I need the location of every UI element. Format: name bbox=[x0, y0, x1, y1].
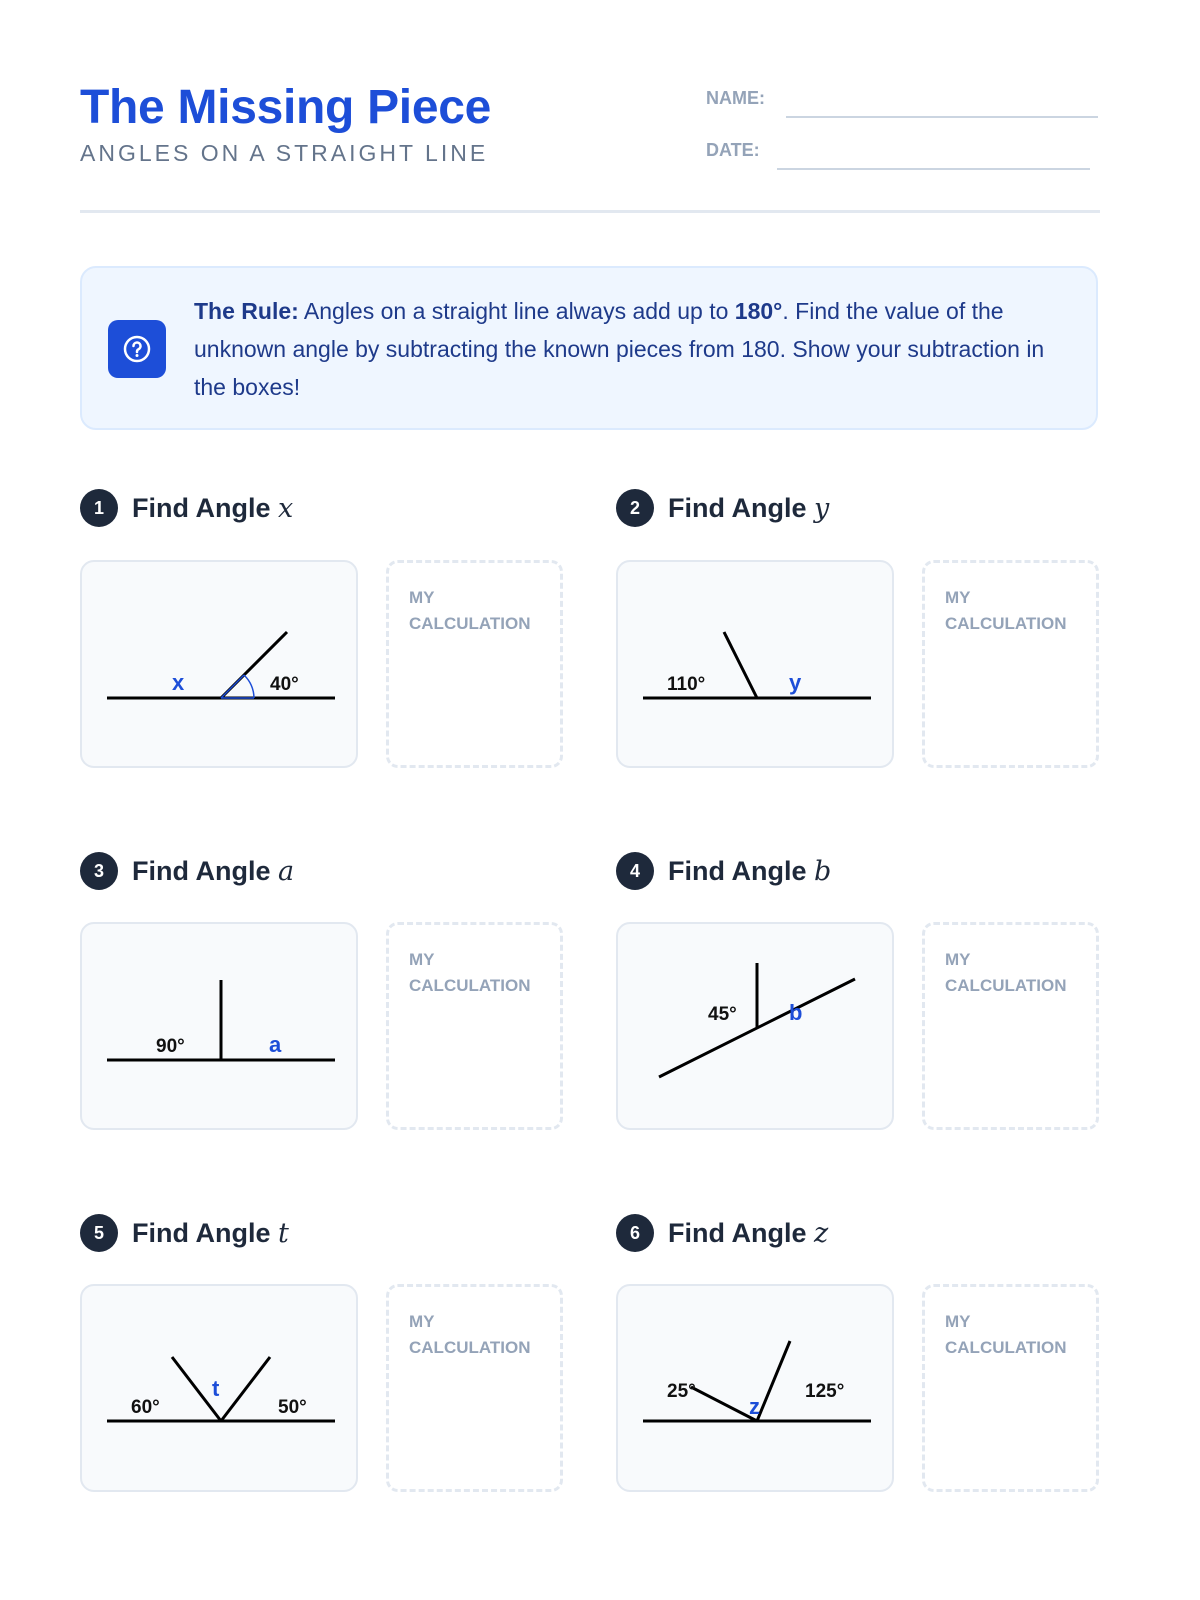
problem-number: 6 bbox=[616, 1214, 654, 1252]
problem-1-heading: 1 Find Angle x bbox=[80, 489, 293, 527]
problem-number: 1 bbox=[80, 489, 118, 527]
problem-4-diagram: 45° b bbox=[616, 922, 894, 1130]
page-title: The Missing Piece bbox=[80, 81, 492, 134]
known-angle-label: 60° bbox=[131, 1397, 160, 1418]
question-circle-icon bbox=[108, 320, 166, 378]
name-field[interactable] bbox=[786, 116, 1098, 118]
known-angle-label: 125° bbox=[805, 1381, 844, 1402]
problem-1-calculation-box[interactable]: MY CALCULATION bbox=[386, 560, 563, 768]
problem-2-diagram: 110° y bbox=[616, 560, 894, 768]
problem-number: 5 bbox=[80, 1214, 118, 1252]
problem-4-heading: 4 Find Angle b bbox=[616, 852, 831, 890]
rule-text: The Rule: Angles on a straight line alwa… bbox=[194, 298, 1045, 400]
problem-3-calculation-box[interactable]: MY CALCULATION bbox=[386, 922, 563, 1130]
problem-6-heading: 6 Find Angle z bbox=[616, 1214, 828, 1252]
unknown-label: y bbox=[789, 670, 802, 695]
problem-2-calculation-box[interactable]: MY CALCULATION bbox=[922, 560, 1099, 768]
name-label: NAME: bbox=[706, 88, 765, 108]
problem-2-heading: 2 Find Angle y bbox=[616, 489, 829, 527]
problem-4-calculation-box[interactable]: MY CALCULATION bbox=[922, 922, 1099, 1130]
problem-5-heading: 5 Find Angle t bbox=[80, 1214, 289, 1252]
problem-1-diagram: x 40° bbox=[80, 560, 358, 768]
rule-callout: The Rule: Angles on a straight line alwa… bbox=[80, 266, 1098, 430]
known-angle-label: 90° bbox=[156, 1036, 185, 1057]
problem-number: 2 bbox=[616, 489, 654, 527]
known-angle-label: 110° bbox=[667, 674, 705, 695]
known-angle-label: 45° bbox=[708, 1004, 737, 1025]
page-subtitle: ANGLES ON A STRAIGHT LINE bbox=[80, 140, 489, 166]
problem-number: 3 bbox=[80, 852, 118, 890]
problem-number: 4 bbox=[616, 852, 654, 890]
problem-6-diagram: 25° z 125° bbox=[616, 1284, 894, 1492]
unknown-label: t bbox=[212, 1376, 220, 1401]
problem-3-diagram: 90° a bbox=[80, 922, 358, 1130]
unknown-label: b bbox=[789, 1000, 802, 1025]
date-field[interactable] bbox=[777, 168, 1090, 170]
header-divider bbox=[80, 210, 1100, 213]
date-label: DATE: bbox=[706, 140, 760, 160]
unknown-label: a bbox=[269, 1032, 282, 1057]
problem-5-calculation-box[interactable]: MY CALCULATION bbox=[386, 1284, 563, 1492]
unknown-label: x bbox=[172, 670, 185, 695]
known-angle-label: 50° bbox=[278, 1397, 307, 1418]
problem-5-diagram: 60° t 50° bbox=[80, 1284, 358, 1492]
unknown-label: z bbox=[749, 1394, 760, 1419]
known-angle-label: 25° bbox=[667, 1381, 696, 1402]
problem-6-calculation-box[interactable]: MY CALCULATION bbox=[922, 1284, 1099, 1492]
problem-3-heading: 3 Find Angle a bbox=[80, 852, 294, 890]
known-angle-label: 40° bbox=[270, 674, 299, 695]
